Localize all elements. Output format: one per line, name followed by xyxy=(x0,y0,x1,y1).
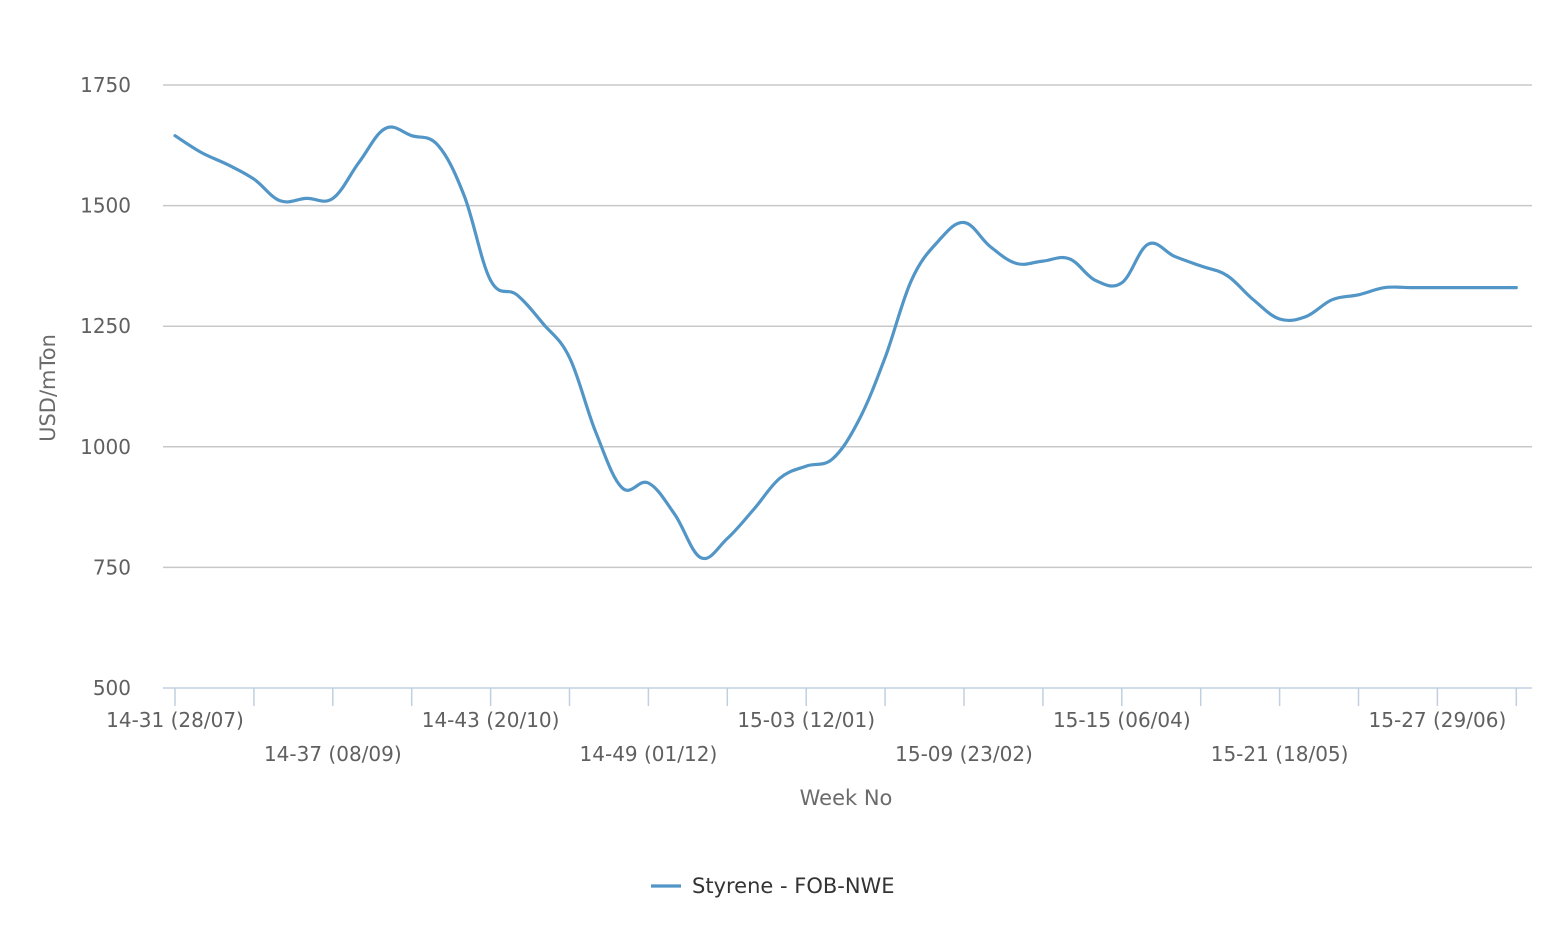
y-tick-label: 1500 xyxy=(80,194,131,218)
x-axis-tick-labels: 14-31 (28/07) 14-37 (08/09) 14-43 (20/10) 1… xyxy=(106,708,1506,766)
x-tick-label: 14-43 (20/10) xyxy=(422,708,560,732)
x-tick-label: 15-09 (23/02) xyxy=(895,742,1033,766)
x-tick-label: 15-21 (18/05) xyxy=(1211,742,1349,766)
x-tick-label: 14-31 (28/07) xyxy=(106,708,244,732)
x-axis xyxy=(163,687,1532,706)
x-tick-label: 15-15 (06/04) xyxy=(1053,708,1191,732)
x-tick-label: 14-49 (01/12) xyxy=(580,742,718,766)
y-tick-label: 750 xyxy=(93,555,131,579)
y-axis-title: USD/mTon xyxy=(36,334,60,442)
legend[interactable]: Styrene - FOB-NWE xyxy=(651,874,895,898)
x-axis-title: Week No xyxy=(800,786,893,810)
x-tick-label: 14-37 (08/09) xyxy=(264,742,402,766)
y-tick-label: 1000 xyxy=(80,435,131,459)
y-axis-tick-labels: 500 750 1000 1250 1500 1750 xyxy=(80,73,131,700)
series-line-styrene-fob-nwe xyxy=(173,125,1518,561)
legend-label: Styrene - FOB-NWE xyxy=(692,874,895,898)
y-tick-label: 1750 xyxy=(80,73,131,97)
y-gridlines xyxy=(163,84,1532,569)
x-tick-label: 15-27 (29/06) xyxy=(1369,708,1507,732)
y-tick-label: 500 xyxy=(93,676,131,700)
y-tick-label: 1250 xyxy=(80,314,131,338)
x-tick-label: 15-03 (12/01) xyxy=(737,708,875,732)
